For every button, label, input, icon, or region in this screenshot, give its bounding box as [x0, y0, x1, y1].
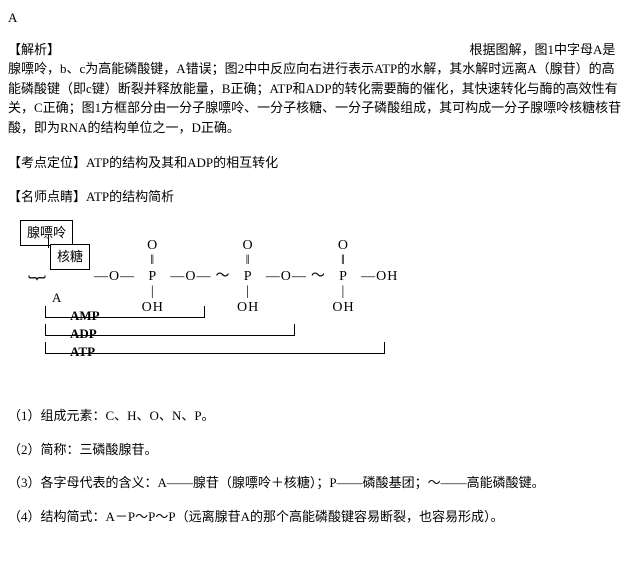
p-oh: OH: [332, 300, 354, 315]
kaodian-label: 【考点定位】: [8, 155, 86, 170]
point-3: （3）各字母代表的含义：A——腺苷（腺嘌呤＋核糖）；P——磷酸基团；～——高能磷…: [8, 473, 622, 493]
chain-o-1: —O—: [92, 266, 137, 287]
point-1: （1）组成元素：C、H、O、N、P。: [8, 406, 622, 426]
mingshi-text: ATP的结构简析: [86, 189, 174, 204]
analysis-label: 【解析】: [8, 42, 54, 57]
p-line: |: [237, 284, 259, 299]
tilde-1: ～: [213, 266, 232, 287]
mingshi-section: 【名师点睛】ATP的结构简析: [8, 187, 622, 207]
p-line: |: [142, 284, 164, 299]
p-o: O: [332, 238, 354, 253]
label-a: A: [52, 288, 61, 308]
p-line: |: [332, 284, 354, 299]
p-dbond: ‖: [332, 253, 354, 268]
tilde-2: ～: [309, 266, 328, 287]
p-p: P: [142, 269, 164, 284]
mingshi-label: 【名师点睛】: [8, 189, 86, 204]
point-2: （2）简称：三磷酸腺苷。: [8, 440, 622, 460]
analysis-blank: [54, 42, 470, 57]
p-oh: OH: [237, 300, 259, 315]
header-letter: A: [8, 8, 622, 28]
phosphate-group-2: O ‖ P | OH: [237, 238, 259, 315]
kaodian-text: ATP的结构及其和ADP的相互转化: [86, 155, 278, 170]
p-o: O: [237, 238, 259, 253]
amp-bracket: [45, 306, 205, 318]
atp-label: ATP: [70, 342, 95, 362]
end-oh: —OH: [359, 266, 400, 287]
phosphate-group-1: O ‖ P | OH: [142, 238, 164, 315]
phosphate-group-3: O ‖ P | OH: [332, 238, 354, 315]
p-dbond: ‖: [237, 253, 259, 268]
p-p: P: [332, 269, 354, 284]
chain-o-2: —O—: [168, 266, 213, 287]
bond-line: [48, 238, 49, 248]
brace-icon: ︸: [28, 272, 46, 299]
ribose-box: 核糖: [50, 244, 90, 270]
p-p: P: [237, 269, 259, 284]
p-dbond: ‖: [142, 253, 164, 268]
kaodian-section: 【考点定位】ATP的结构及其和ADP的相互转化: [8, 153, 622, 173]
amp-label: AMP: [70, 306, 100, 326]
adp-label: ADP: [70, 324, 97, 344]
point-4: （4）结构简式：A－P～P～P（远离腺苷A的那个高能磷酸键容易断裂，也容易形成）…: [8, 507, 622, 527]
phosphate-chain: —O— O ‖ P | OH —O—～ O ‖ P | OH —O—～ O ‖ …: [92, 238, 400, 315]
adenine-box: 腺嘌呤: [20, 220, 73, 246]
atp-bracket: [45, 342, 385, 354]
p-o: O: [142, 238, 164, 253]
chain-o-3: —O—: [264, 266, 309, 287]
atp-structure-diagram: 腺嘌呤 核糖 —O— O ‖ P | OH —O—～ O ‖ P | OH —O…: [20, 220, 400, 390]
analysis-block: 【解析】 根据图解，图1中字母A是腺嘌呤，b、c为高能磷酸键，A错误；图2中中反…: [8, 40, 622, 138]
